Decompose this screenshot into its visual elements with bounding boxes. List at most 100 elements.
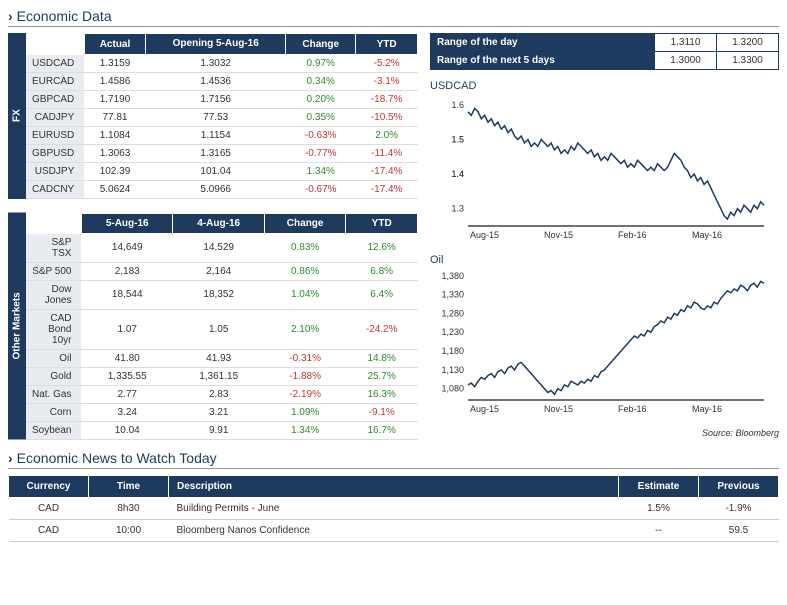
fx-row-open: 5.0966 bbox=[146, 181, 286, 199]
svg-text:1.6: 1.6 bbox=[451, 100, 464, 110]
other-row-label: Gold bbox=[26, 367, 81, 385]
chevron-right-icon: › bbox=[8, 8, 13, 24]
fx-row-actual: 102.39 bbox=[84, 163, 146, 181]
fx-row-open: 77.53 bbox=[146, 109, 286, 127]
other-row-change: 1.34% bbox=[264, 421, 345, 439]
fx-row-open: 1.3032 bbox=[146, 55, 286, 73]
fx-th-change: Change bbox=[286, 34, 356, 55]
other-th-change: Change bbox=[264, 214, 345, 234]
range-label-5days: Range of the next 5 days bbox=[431, 52, 655, 70]
fx-row-label: CADJPY bbox=[26, 109, 84, 127]
svg-text:Nov-15: Nov-15 bbox=[544, 404, 573, 414]
fx-row-actual: 1.3159 bbox=[84, 55, 146, 73]
section-title: Economic Data bbox=[17, 8, 112, 24]
right-column: Range of the day 1.3110 1.3200 Range of … bbox=[430, 33, 779, 444]
fx-row-actual: 1.3063 bbox=[84, 145, 146, 163]
other-row-a: 1.07 bbox=[81, 309, 172, 349]
section-header-news: › Economic News to Watch Today bbox=[8, 450, 779, 469]
other-row-ytd: -9.1% bbox=[346, 403, 418, 421]
other-row-b: 3.21 bbox=[173, 403, 264, 421]
fx-row: EURUSD1.10841.1154-0.63%2.0% bbox=[26, 127, 418, 145]
fx-table: Actual Opening 5-Aug-16 Change YTD USDCA… bbox=[26, 33, 418, 199]
other-row-ytd: 16.3% bbox=[346, 385, 418, 403]
fx-row-ytd: -18.7% bbox=[356, 91, 418, 109]
fx-row-change: 0.97% bbox=[286, 55, 356, 73]
news-th-currency: Currency bbox=[9, 475, 89, 497]
other-row: Corn3.243.211.09%-9.1% bbox=[26, 403, 418, 421]
other-row-ytd: 12.6% bbox=[346, 234, 418, 263]
news-row-desc: Building Permits - June bbox=[169, 497, 619, 519]
usdcad-chart: USDCAD 1.31.41.41.51.51.6Aug-15Nov-15Feb… bbox=[430, 80, 779, 244]
fx-row-change: 0.35% bbox=[286, 109, 356, 127]
other-row-a: 1,335.55 bbox=[81, 367, 172, 385]
other-row-label: Corn bbox=[26, 403, 81, 421]
other-row-change: 1.09% bbox=[264, 403, 345, 421]
svg-text:Aug-15: Aug-15 bbox=[470, 404, 499, 414]
news-row-desc: Bloomberg Nanos Confidence bbox=[169, 519, 619, 541]
other-th-ytd: YTD bbox=[346, 214, 418, 234]
fx-row: USDJPY102.39101.041.34%-17.4% bbox=[26, 163, 418, 181]
news-row-currency: CAD bbox=[9, 497, 89, 519]
other-row-a: 3.24 bbox=[81, 403, 172, 421]
range-day-hi: 1.3200 bbox=[717, 34, 779, 52]
other-table: 5-Aug-16 4-Aug-16 Change YTD S&P TSX14,6… bbox=[26, 213, 418, 440]
fx-row-label: EURCAD bbox=[26, 73, 84, 91]
other-row-b: 2.83 bbox=[173, 385, 264, 403]
svg-text:1,330: 1,330 bbox=[441, 290, 464, 300]
other-row-a: 2,183 bbox=[81, 262, 172, 280]
fx-row-ytd: -11.4% bbox=[356, 145, 418, 163]
svg-text:Feb-16: Feb-16 bbox=[618, 404, 647, 414]
fx-row-change: 0.34% bbox=[286, 73, 356, 91]
fx-row-label: USDJPY bbox=[26, 163, 84, 181]
range-day-lo: 1.3110 bbox=[655, 34, 717, 52]
other-row: Dow Jones18,54418,3521.04%6.4% bbox=[26, 280, 418, 309]
range-table: Range of the day 1.3110 1.3200 Range of … bbox=[430, 33, 779, 70]
other-row-b: 9.91 bbox=[173, 421, 264, 439]
fx-row-label: CADCNY bbox=[26, 181, 84, 199]
left-column: FX Actual Opening 5-Aug-16 Change YTD US… bbox=[8, 33, 418, 444]
other-row-label: Dow Jones bbox=[26, 280, 81, 309]
fx-row-open: 1.1154 bbox=[146, 127, 286, 145]
news-row-est: -- bbox=[619, 519, 699, 541]
other-row-change: -0.31% bbox=[264, 349, 345, 367]
fx-th-ytd: YTD bbox=[356, 34, 418, 55]
other-table-wrap: Other Markets 5-Aug-16 4-Aug-16 Change Y… bbox=[8, 213, 418, 440]
news-th-time: Time bbox=[89, 475, 169, 497]
fx-side-label: FX bbox=[8, 33, 26, 199]
range-5days-lo: 1.3000 bbox=[655, 52, 717, 70]
other-row: S&P TSX14,64914,5290.83%12.6% bbox=[26, 234, 418, 263]
svg-text:May-16: May-16 bbox=[692, 404, 722, 414]
news-row-time: 10:00 bbox=[89, 519, 169, 541]
other-row-a: 2.77 bbox=[81, 385, 172, 403]
news-row-currency: CAD bbox=[9, 519, 89, 541]
other-row: Soybean10.049.911.34%16.7% bbox=[26, 421, 418, 439]
chevron-right-icon: › bbox=[8, 450, 13, 466]
fx-row-label: GBPUSD bbox=[26, 145, 84, 163]
other-row-b: 2,164 bbox=[173, 262, 264, 280]
other-row: Oil41.8041.93-0.31%14.8% bbox=[26, 349, 418, 367]
other-row-a: 18,544 bbox=[81, 280, 172, 309]
fx-row-actual: 1.7190 bbox=[84, 91, 146, 109]
svg-text:Aug-15: Aug-15 bbox=[470, 230, 499, 240]
fx-row: USDCAD1.31591.30320.97%-5.2% bbox=[26, 55, 418, 73]
fx-row-open: 1.7156 bbox=[146, 91, 286, 109]
fx-row: EURCAD1.45861.45360.34%-3.1% bbox=[26, 73, 418, 91]
other-side-label: Other Markets bbox=[8, 213, 26, 440]
fx-row: GBPCAD1.71901.71560.20%-18.7% bbox=[26, 91, 418, 109]
usdcad-chart-title: USDCAD bbox=[430, 80, 779, 92]
fx-row-actual: 1.1084 bbox=[84, 127, 146, 145]
fx-row-change: -0.77% bbox=[286, 145, 356, 163]
fx-row-change: 1.34% bbox=[286, 163, 356, 181]
fx-row-label: GBPCAD bbox=[26, 91, 84, 109]
other-row-change: 0.86% bbox=[264, 262, 345, 280]
news-row-prev: 59.5 bbox=[699, 519, 779, 541]
svg-text:1,380: 1,380 bbox=[441, 271, 464, 281]
svg-text:1.3: 1.3 bbox=[451, 204, 464, 214]
fx-row-open: 1.4536 bbox=[146, 73, 286, 91]
fx-row: CADJPY77.8177.530.35%-10.5% bbox=[26, 109, 418, 127]
svg-text:1.4: 1.4 bbox=[451, 169, 464, 179]
other-row: S&P 5002,1832,1640.86%6.8% bbox=[26, 262, 418, 280]
other-row-label: S&P TSX bbox=[26, 234, 81, 263]
range-row-5days: Range of the next 5 days 1.3000 1.3300 bbox=[431, 52, 779, 70]
other-th-a: 5-Aug-16 bbox=[81, 214, 172, 234]
